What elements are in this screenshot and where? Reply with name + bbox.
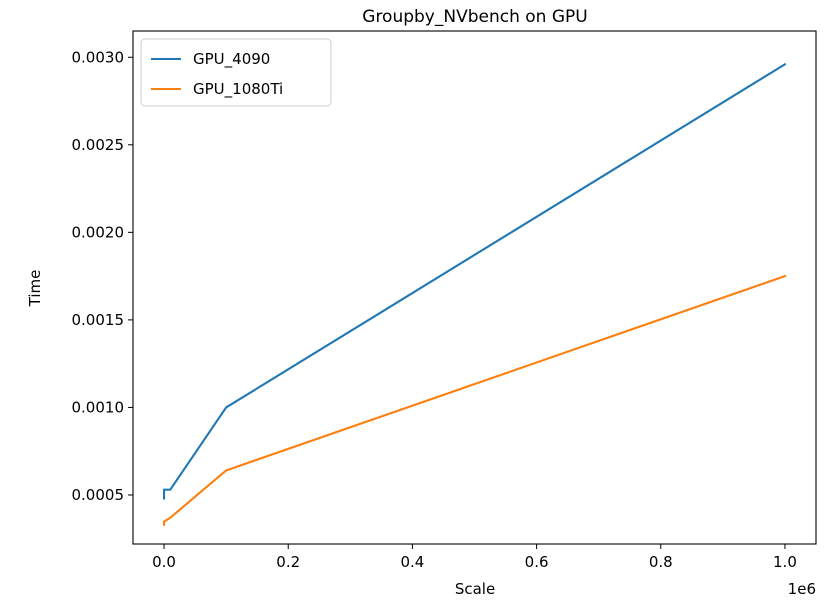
y-tick-label: 0.0015 bbox=[72, 311, 125, 329]
chart-title: Groupby_NVbench on GPU bbox=[362, 7, 587, 27]
y-tick-label: 0.0030 bbox=[72, 48, 125, 66]
y-tick-label: 0.0025 bbox=[72, 136, 125, 154]
legend-box bbox=[140, 38, 332, 107]
y-tick-label: 0.0010 bbox=[72, 398, 125, 416]
x-tick-label: 0.2 bbox=[276, 553, 300, 571]
x-tick-label: 0.6 bbox=[525, 553, 549, 571]
legend: GPU_4090 GPU_1080Ti bbox=[140, 38, 332, 107]
x-tick-label: 1.0 bbox=[773, 553, 797, 571]
plot-frame bbox=[132, 30, 817, 545]
series-line-gpu-1080ti bbox=[163, 274, 787, 526]
x-axis-label: Scale bbox=[455, 580, 495, 598]
x-axis-offset-label: 1e6 bbox=[788, 580, 816, 598]
y-tick-label: 0.0020 bbox=[72, 223, 125, 241]
data-lines bbox=[163, 62, 787, 526]
y-axis-label: Time bbox=[26, 270, 44, 308]
x-tick-label: 0.8 bbox=[649, 553, 673, 571]
x-tick-label: 0.0 bbox=[152, 553, 176, 571]
series-line-gpu-4090 bbox=[163, 62, 787, 500]
x-tick-label: 0.4 bbox=[400, 553, 424, 571]
legend-label-gpu-1080ti: GPU_1080Ti bbox=[193, 80, 283, 99]
legend-label-gpu-4090: GPU_4090 bbox=[193, 50, 270, 69]
x-axis-ticks: 0.0 0.2 0.4 0.6 0.8 1.0 bbox=[152, 544, 797, 571]
y-axis-ticks: 0.0005 0.0010 0.0015 0.0020 0.0025 0.0030 bbox=[72, 48, 133, 504]
y-tick-label: 0.0005 bbox=[72, 486, 125, 504]
